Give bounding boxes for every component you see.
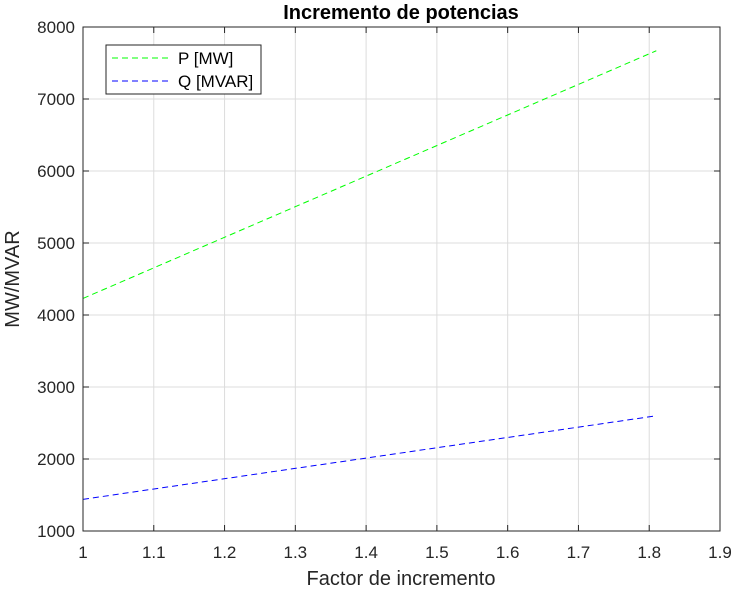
x-tick-label: 1.3 [284,543,308,562]
y-tick-label: 4000 [37,306,75,325]
x-tick-label: 1.1 [142,543,166,562]
legend-box [105,44,262,95]
series-line-0 [82,50,657,299]
y-tick-label: 8000 [37,18,75,37]
tick-labels: 1 1.1 1.2 1.3 1.4 1.5 1.6 1.7 1.8 1.9 1000 2000 3000… [37,18,732,562]
x-tick-label: 1.4 [354,543,378,562]
chart-title: Incremento de potencias [283,2,519,24]
legend-label-1: Q [MVAR] [178,72,253,91]
series-lines [82,50,657,500]
x-tick-label: 1 [78,543,87,562]
x-tick-label: 1.8 [637,543,661,562]
plot-background [83,27,720,531]
plot-frame [82,26,721,532]
legend: P [MW] Q [MVAR] [105,44,262,95]
y-tick-label: 1000 [37,522,75,541]
x-tick-label: 1.7 [567,543,591,562]
y-axis-label: MW/MVAR [2,230,24,327]
x-tick-label: 1.5 [425,543,449,562]
y-tick-label: 6000 [37,162,75,181]
legend-label-0: P [MW] [178,49,233,68]
y-tick-label: 2000 [37,450,75,469]
x-axis-label: Factor de incremento [307,568,496,589]
y-tick-label: 7000 [37,90,75,109]
y-tick-label: 5000 [37,234,75,253]
series-line-1 [82,415,657,500]
ticks [82,26,721,532]
x-tick-label: 1.9 [708,543,732,562]
x-tick-label: 1.6 [496,543,520,562]
x-tick-label: 1.2 [213,543,237,562]
y-tick-label: 3000 [37,378,75,397]
